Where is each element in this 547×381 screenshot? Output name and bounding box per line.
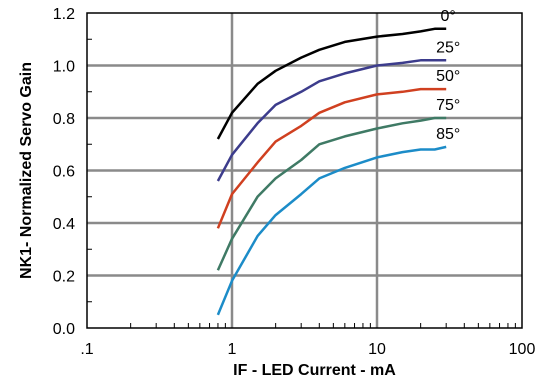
y-axis-title: NK1- Normalized Servo Gain [18, 62, 35, 279]
series-line-3 [216, 116, 447, 271]
y-tick-labels: 0.0 0.2 0.4 0.6 0.8 1.0 1.2 [53, 6, 75, 338]
series-line-1 [216, 59, 447, 182]
series-label-1: 25° [436, 39, 460, 56]
series-line-4 [216, 145, 447, 316]
series-line-2 [216, 87, 447, 229]
series-label-3: 75° [436, 97, 460, 114]
y-tick-label: 0.6 [53, 164, 75, 181]
y-tick-label: 1.0 [53, 59, 75, 76]
series-labels: 0° 25° 50° 75° 85° [436, 8, 460, 143]
y-tick-label: 0.8 [53, 111, 75, 128]
series-line-0 [216, 27, 447, 140]
series-label-0: 0° [441, 8, 456, 25]
series-label-2: 50° [436, 68, 460, 85]
x-tick-label: 100 [509, 341, 536, 358]
x-tick-label: 1 [228, 341, 237, 358]
x-tick-label: .1 [80, 341, 93, 358]
grid [87, 13, 522, 328]
y-tick-label: 0.2 [53, 269, 75, 286]
plot-frame [86, 12, 523, 329]
axis-ticks [87, 38, 516, 328]
series-label-4: 85° [436, 126, 460, 143]
y-tick-label: 0.0 [53, 321, 75, 338]
y-tick-label: 0.4 [53, 216, 75, 233]
x-axis-title: IF - LED Current - mA [233, 362, 396, 379]
x-tick-label: 10 [368, 341, 386, 358]
y-tick-label: 1.2 [53, 6, 75, 23]
x-tick-labels: .1 1 10 100 [80, 341, 535, 358]
series-lines [216, 27, 447, 316]
